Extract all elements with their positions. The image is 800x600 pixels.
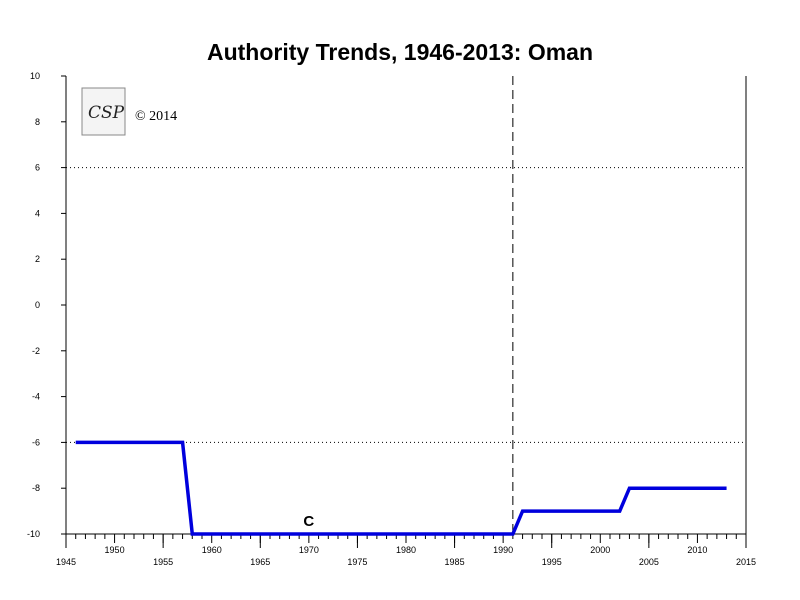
x-tick-label: 1945 [56, 557, 76, 567]
y-tick-label: 10 [30, 71, 40, 81]
y-tick-label: -2 [32, 346, 40, 356]
logo: CSP © 2014 [81, 87, 177, 136]
x-tick-label: 1960 [202, 545, 222, 555]
y-tick-label: -4 [32, 392, 40, 402]
y-tick-label: 4 [35, 208, 40, 218]
y-tick-label: -6 [32, 437, 40, 447]
annotation-label: C [303, 513, 314, 530]
x-tick-label: 1970 [299, 545, 319, 555]
logo-text: CSP [88, 103, 125, 123]
chart-title: Authority Trends, 1946-2013: Oman [207, 39, 593, 65]
x-tick-label: 1975 [347, 557, 367, 567]
logo-box [81, 87, 126, 136]
x-tick-label: 1985 [445, 557, 465, 567]
y-tick-label: 2 [35, 254, 40, 264]
x-tick-label: 1980 [396, 545, 416, 555]
copyright-text: © 2014 [135, 109, 177, 124]
series-line [75, 440, 727, 536]
y-tick-label: 0 [35, 300, 40, 310]
y-tick-label: 6 [35, 163, 40, 173]
x-tick-label: 2015 [736, 557, 756, 567]
x-tick-label: 1990 [493, 545, 513, 555]
y-tick-label: 8 [35, 117, 40, 127]
x-tick-label: 1965 [250, 557, 270, 567]
x-tick-label: 2005 [639, 557, 659, 567]
x-tick-label: 1950 [105, 545, 125, 555]
x-tick-label: 1995 [542, 557, 562, 567]
x-tick-label: 2000 [590, 545, 610, 555]
y-tick-label: -10 [27, 529, 40, 539]
y-tick-label: -8 [32, 483, 40, 493]
x-tick-label: 2010 [687, 545, 707, 555]
x-tick-label: 1955 [153, 557, 173, 567]
